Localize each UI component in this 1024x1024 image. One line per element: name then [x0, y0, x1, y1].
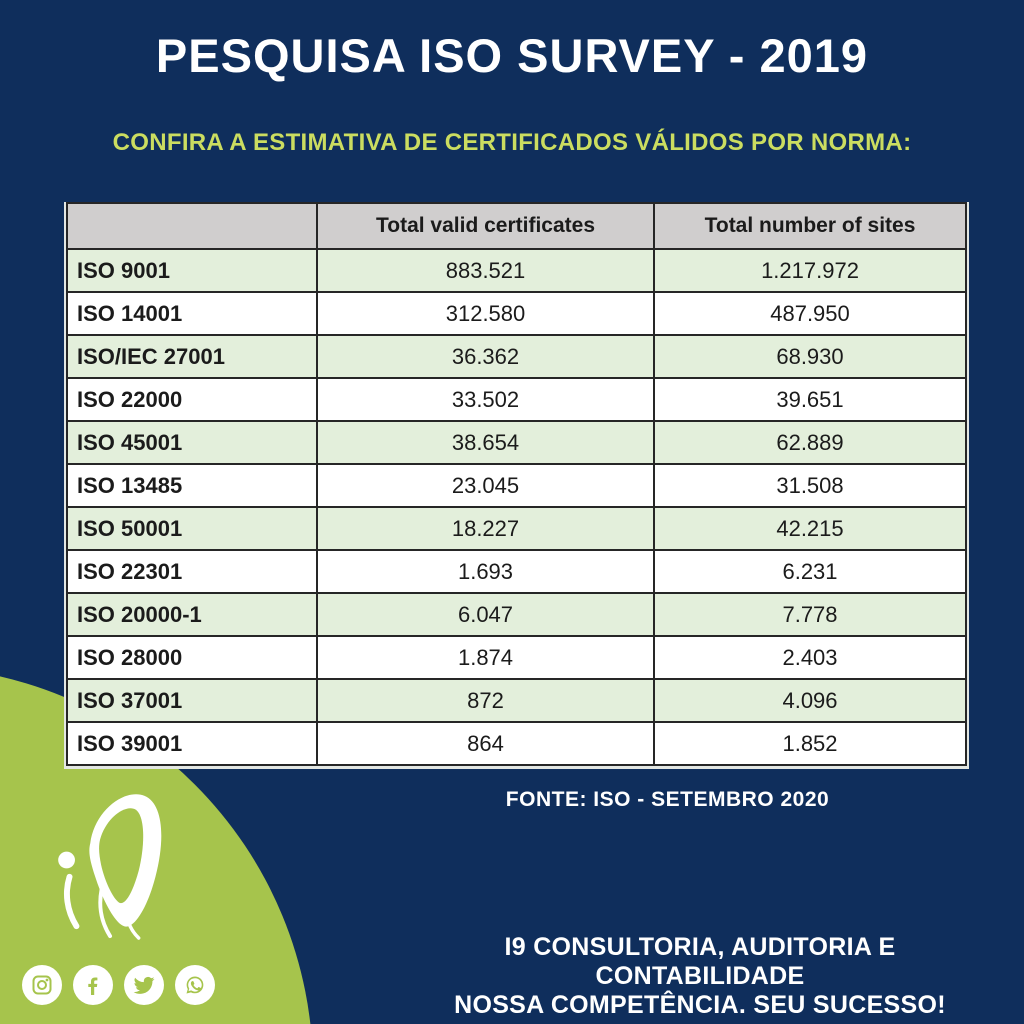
certificates-cell: 312.580	[316, 291, 655, 336]
norm-cell: ISO/IEC 27001	[66, 334, 318, 379]
certificates-cell: 872	[316, 678, 655, 723]
sites-cell: 4.096	[653, 678, 967, 723]
table-row: ISO 28000 1.874 2.403	[66, 635, 967, 680]
i9-logo	[58, 794, 162, 940]
table-row: ISO/IEC 27001 36.362 68.930	[66, 334, 967, 379]
twitter-icon[interactable]	[124, 965, 164, 1005]
norm-cell: ISO 13485	[66, 463, 318, 508]
norm-cell: ISO 39001	[66, 721, 318, 766]
table-row: ISO 22000 33.502 39.651	[66, 377, 967, 422]
table-row: ISO 37001 872 4.096	[66, 678, 967, 723]
norm-cell: ISO 9001	[66, 248, 318, 293]
sites-cell: 1.217.972	[653, 248, 967, 293]
certificates-cell: 33.502	[316, 377, 655, 422]
sites-cell: 7.778	[653, 592, 967, 637]
norm-cell: ISO 22301	[66, 549, 318, 594]
social-icons-row	[22, 965, 215, 1005]
certificates-cell: 18.227	[316, 506, 655, 551]
table-row: ISO 22301 1.693 6.231	[66, 549, 967, 594]
page-title: PESQUISA ISO SURVEY - 2019	[155, 29, 869, 82]
column-header-sites: Total number of sites	[653, 202, 967, 250]
table-row: ISO 50001 18.227 42.215	[66, 506, 967, 551]
iso-certificates-table: Total valid certificates Total number of…	[64, 202, 969, 769]
norm-cell: ISO 14001	[66, 291, 318, 336]
footer-company-line: I9 CONSULTORIA, AUDITORIA E CONTABILIDAD…	[504, 933, 896, 990]
sites-cell: 31.508	[653, 463, 967, 508]
source-note: FONTE: ISO - SETEMBRO 2020	[505, 788, 830, 811]
norm-cell: ISO 20000-1	[66, 592, 318, 637]
facebook-icon[interactable]	[73, 965, 113, 1005]
sites-cell: 2.403	[653, 635, 967, 680]
norm-cell: ISO 22000	[66, 377, 318, 422]
instagram-icon[interactable]	[22, 965, 62, 1005]
sites-cell: 42.215	[653, 506, 967, 551]
table-header-row: Total valid certificates Total number of…	[66, 202, 967, 250]
whatsapp-icon[interactable]	[175, 965, 215, 1005]
norm-cell: ISO 50001	[66, 506, 318, 551]
column-header-certificates: Total valid certificates	[316, 202, 655, 250]
column-header-norm	[66, 202, 318, 250]
table-row: ISO 9001 883.521 1.217.972	[66, 248, 967, 293]
sites-cell: 1.852	[653, 721, 967, 766]
norm-cell: ISO 45001	[66, 420, 318, 465]
page-subtitle: CONFIRA A ESTIMATIVA DE CERTIFICADOS VÁL…	[112, 129, 912, 156]
sites-cell: 39.651	[653, 377, 967, 422]
certificates-cell: 23.045	[316, 463, 655, 508]
table-row: ISO 20000-1 6.047 7.778	[66, 592, 967, 637]
table-row: ISO 45001 38.654 62.889	[66, 420, 967, 465]
certificates-cell: 864	[316, 721, 655, 766]
table-row: ISO 13485 23.045 31.508	[66, 463, 967, 508]
certificates-cell: 883.521	[316, 248, 655, 293]
norm-cell: ISO 28000	[66, 635, 318, 680]
sites-cell: 62.889	[653, 420, 967, 465]
footer-slogan-line: NOSSA COMPETÊNCIA. SEU SUCESSO!	[454, 991, 946, 1019]
table-row: ISO 14001 312.580 487.950	[66, 291, 967, 336]
certificates-cell: 1.874	[316, 635, 655, 680]
certificates-cell: 36.362	[316, 334, 655, 379]
norm-cell: ISO 37001	[66, 678, 318, 723]
certificates-cell: 38.654	[316, 420, 655, 465]
sites-cell: 487.950	[653, 291, 967, 336]
table-row: ISO 39001 864 1.852	[66, 721, 967, 766]
certificates-cell: 1.693	[316, 549, 655, 594]
sites-cell: 68.930	[653, 334, 967, 379]
certificates-cell: 6.047	[316, 592, 655, 637]
sites-cell: 6.231	[653, 549, 967, 594]
